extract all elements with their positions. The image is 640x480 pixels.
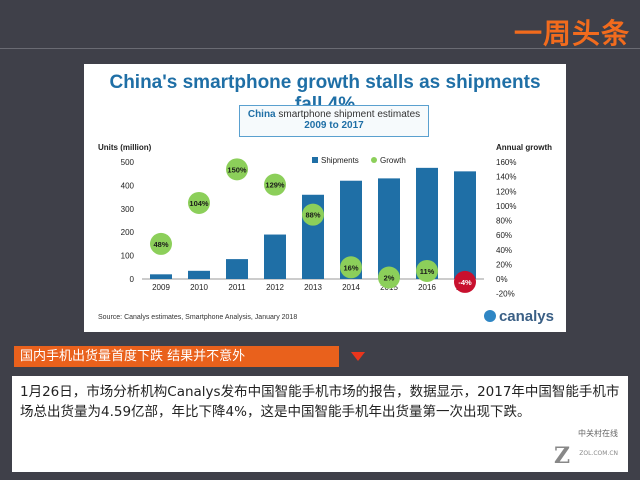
- subtitle-years: 2009 to 2017: [304, 120, 364, 131]
- y-tick-label: 300: [121, 205, 135, 214]
- watermark-z-icon: Z: [553, 443, 570, 469]
- x-tick-label: 2009: [152, 283, 170, 292]
- y2-tick-label: 100%: [496, 202, 516, 211]
- y2-tick-label: 40%: [496, 246, 512, 255]
- bar-shipments: [340, 180, 362, 279]
- canalys-logo: canalys: [483, 308, 554, 325]
- article-text: 1月26日，市场分析机构Canalys发布中国智能手机市场的报告，数据显示，20…: [20, 384, 620, 420]
- growth-bubble: [264, 173, 286, 196]
- growth-label: 104%: [189, 199, 209, 208]
- chart-plot: Units (million) Annual growth 0 100 200 300 40…: [98, 143, 552, 299]
- x-tick-label: 2013: [304, 283, 322, 292]
- y-tick-label: 0: [130, 275, 135, 284]
- subtitle-highlight: China: [247, 109, 276, 120]
- x-tick-label: 2012: [266, 283, 284, 292]
- growth-label: 88%: [305, 211, 320, 220]
- headline-arrow-icon: [351, 352, 365, 361]
- y2-tick-label: 160%: [496, 158, 516, 167]
- chart-subtitle-box: China smartphone shipment estimates 2009…: [239, 105, 429, 137]
- bar-shipments: [378, 178, 400, 279]
- x-tick-label: 2010: [190, 283, 208, 292]
- chart-source: Source: Canalys estimates, Smartphone An…: [98, 314, 298, 321]
- growth-bubble: [340, 256, 362, 279]
- growth-bubble: [454, 270, 476, 293]
- canalys-logo-icon: [483, 310, 496, 322]
- growth-bubble: [416, 259, 438, 282]
- header-brand: 一周头条: [513, 17, 630, 50]
- y-tick-label: 100: [121, 252, 135, 261]
- header-divider: [0, 48, 640, 49]
- bar-shipments: [416, 167, 438, 279]
- growth-label: 11%: [420, 267, 435, 276]
- y2-tick-label: 120%: [496, 187, 516, 196]
- y2-tick-label: 140%: [496, 173, 516, 182]
- y-tick-label: 200: [121, 228, 135, 237]
- growth-bubble: [378, 266, 400, 289]
- bar-shipments: [150, 274, 172, 279]
- bar-shipments: [226, 259, 248, 279]
- subtitle-rest: smartphone shipment estimates: [275, 109, 421, 120]
- watermark-name: 中关村在线: [578, 429, 618, 438]
- y-axis-label: Units (million): [98, 143, 152, 152]
- y2-tick-label: 20%: [496, 260, 512, 269]
- watermark: 中关村在线 ZOL.COM.CN: [578, 424, 618, 464]
- x-tick-label: 2016: [418, 283, 436, 292]
- headline-bar[interactable]: 国内手机出货量首度下跌 结果并不意外: [14, 346, 339, 367]
- growth-bubble: [150, 232, 172, 255]
- growth-bubble: [188, 191, 210, 214]
- x-tick-label: 2011: [228, 283, 246, 292]
- y2-tick-label: 80%: [496, 217, 512, 226]
- y2-tick-label: 60%: [496, 231, 512, 240]
- growth-label: 2%: [384, 274, 395, 283]
- x-tick-label: 2014: [342, 283, 360, 292]
- growth-label: -4%: [458, 278, 472, 287]
- legend-growth-label: Growth: [380, 156, 406, 165]
- growth-label: 129%: [265, 181, 285, 190]
- growth-label: 150%: [227, 165, 247, 174]
- y2-axis-label: Annual growth: [496, 143, 552, 152]
- legend-shipments-swatch: [312, 157, 318, 163]
- article-box: 1月26日，市场分析机构Canalys发布中国智能手机市场的报告，数据显示，20…: [12, 376, 628, 472]
- bar-shipments: [454, 171, 476, 279]
- y-tick-label: 400: [121, 181, 135, 190]
- chart-card: China's smartphone growth stalls as ship…: [84, 64, 566, 332]
- watermark-url: ZOL.COM.CN: [579, 450, 618, 457]
- y2-tick-label: -20%: [496, 290, 515, 299]
- growth-bubble: [226, 158, 248, 181]
- growth-bubble: [302, 203, 324, 226]
- bar-shipments: [264, 234, 286, 279]
- legend-shipments-label: Shipments: [321, 156, 359, 165]
- legend-growth-swatch: [371, 157, 377, 163]
- bar-shipments: [188, 270, 210, 279]
- y-tick-label: 500: [121, 158, 135, 167]
- growth-label: 16%: [343, 263, 358, 272]
- growth-label: 48%: [153, 240, 168, 249]
- y2-tick-label: 0%: [496, 275, 508, 284]
